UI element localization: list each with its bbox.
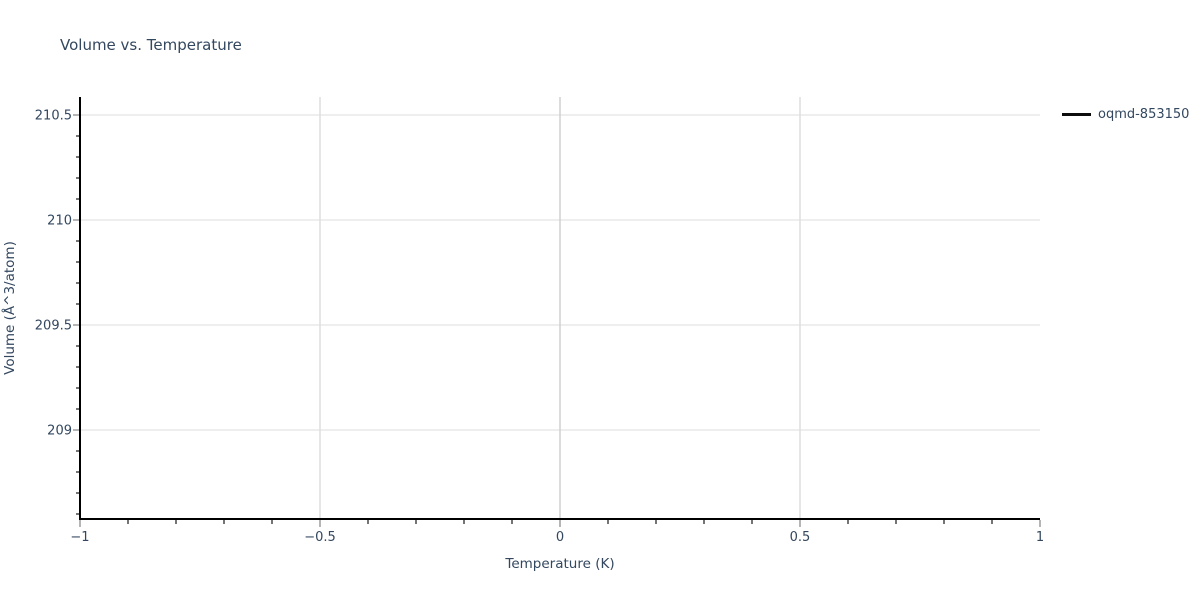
x-tick-label: 0.5 bbox=[790, 530, 811, 545]
y-tick-label: 210.5 bbox=[35, 109, 72, 124]
major-tick-marks bbox=[73, 114, 1041, 527]
y-tick-label: 209.5 bbox=[35, 319, 72, 334]
x-tick-label: −0.5 bbox=[304, 530, 336, 545]
vertical-gridlines bbox=[319, 97, 801, 519]
y-tick-label: 209 bbox=[47, 424, 72, 439]
y-tick-label: 210 bbox=[47, 214, 72, 229]
legend: oqmd-853150 bbox=[1062, 106, 1189, 122]
x-tick-label: 0 bbox=[556, 530, 564, 545]
x-tick-label: −1 bbox=[70, 530, 89, 545]
chart-title: Volume vs. Temperature bbox=[60, 36, 242, 54]
x-tick-label: 1 bbox=[1036, 530, 1044, 545]
x-axis-title: Temperature (K) bbox=[504, 556, 614, 572]
legend-entry[interactable]: oqmd-853150 bbox=[1062, 107, 1189, 122]
legend-line-swatch bbox=[1062, 112, 1091, 116]
legend-label: oqmd-853150 bbox=[1098, 106, 1190, 122]
y-axis-title: Volume (Å^3/atom) bbox=[1, 241, 18, 375]
minor-tick-marks bbox=[76, 135, 993, 524]
